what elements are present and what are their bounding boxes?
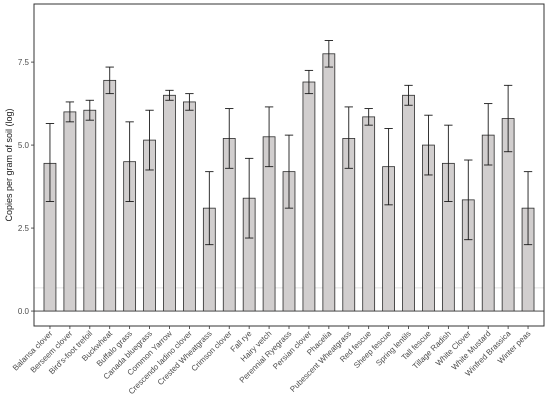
y-axis: 0.0 2.5 5.0 7.5 — [18, 58, 34, 316]
bar — [103, 79, 117, 312]
y-tick-label: 7.5 — [18, 58, 30, 67]
bar — [322, 53, 336, 312]
bar — [402, 94, 415, 312]
bar — [183, 101, 196, 312]
y-tick-label: 5.0 — [18, 141, 30, 150]
y-tick-label: 0.0 — [18, 307, 30, 316]
y-tick-label: 2.5 — [18, 224, 30, 233]
bar — [302, 81, 316, 312]
bar — [63, 111, 77, 312]
bar — [83, 109, 97, 312]
bar — [163, 94, 176, 312]
chart-marks — [34, 40, 544, 312]
y-axis-title: Copies per gram of soil (log) — [4, 108, 14, 221]
bar — [362, 116, 376, 312]
